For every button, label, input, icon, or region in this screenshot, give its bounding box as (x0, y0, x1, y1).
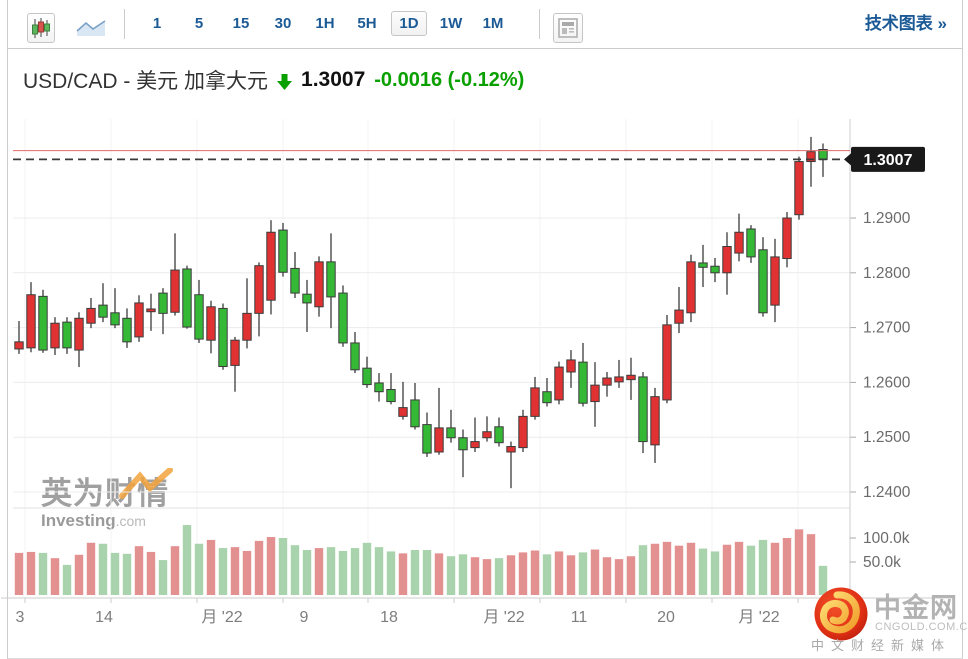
candlestick-icon (32, 18, 50, 38)
timeframe-5[interactable]: 5 (194, 15, 204, 32)
instrument-title: USD/CAD - 美元 加拿大元 (23, 70, 269, 93)
timeframe-1d[interactable]: 1D (388, 0, 430, 48)
timeframe-30[interactable]: 30 (274, 15, 292, 32)
watermark-arrow-icon (119, 468, 173, 499)
candlestick-chart-type-button[interactable] (27, 13, 55, 43)
investing-watermark: 英为财情 Investing.com (41, 468, 173, 531)
timeframe-15[interactable]: 15 (232, 15, 250, 32)
down-arrow-icon (277, 73, 293, 90)
timeframe-5h[interactable]: 5H (357, 15, 377, 32)
toolbar-separator (539, 9, 540, 39)
timeframe-1[interactable]: 1 (152, 15, 162, 32)
timeframe-1h[interactable]: 1H (315, 15, 335, 32)
toolbar: 1 5 15 30 1H 5H 1D 1W 1M 技术图表 » (8, 0, 962, 49)
cngold-logo-icon (814, 587, 868, 641)
technical-chart-link[interactable]: 技术图表 » (864, 14, 947, 33)
cngold-tagline: 中文财经新媒体 (811, 638, 952, 653)
line-chart-type-icon[interactable] (75, 17, 107, 39)
watermark-en-text: Investing.com (41, 511, 146, 530)
instrument-header: USD/CAD - 美元 加拿大元 1.3007 -0.0016 (-0.12%… (23, 60, 524, 100)
news-icon (558, 18, 578, 38)
toolbar-separator (124, 9, 125, 39)
timeframe-1w[interactable]: 1W (439, 15, 463, 32)
price-change: -0.0016 (-0.12%) (374, 68, 525, 91)
news-view-button[interactable] (553, 13, 583, 43)
chart-widget: 1 5 15 30 1H 5H 1D 1W 1M 技术图表 » USD/CAD - 美元 加拿大… (7, 0, 968, 659)
last-price: 1.3007 (301, 68, 366, 91)
cngold-name: 中金网 (874, 593, 958, 623)
timeframe-1m[interactable]: 1M (482, 15, 504, 32)
cngold-domain: CNGOLD.COM.CN (875, 621, 968, 633)
